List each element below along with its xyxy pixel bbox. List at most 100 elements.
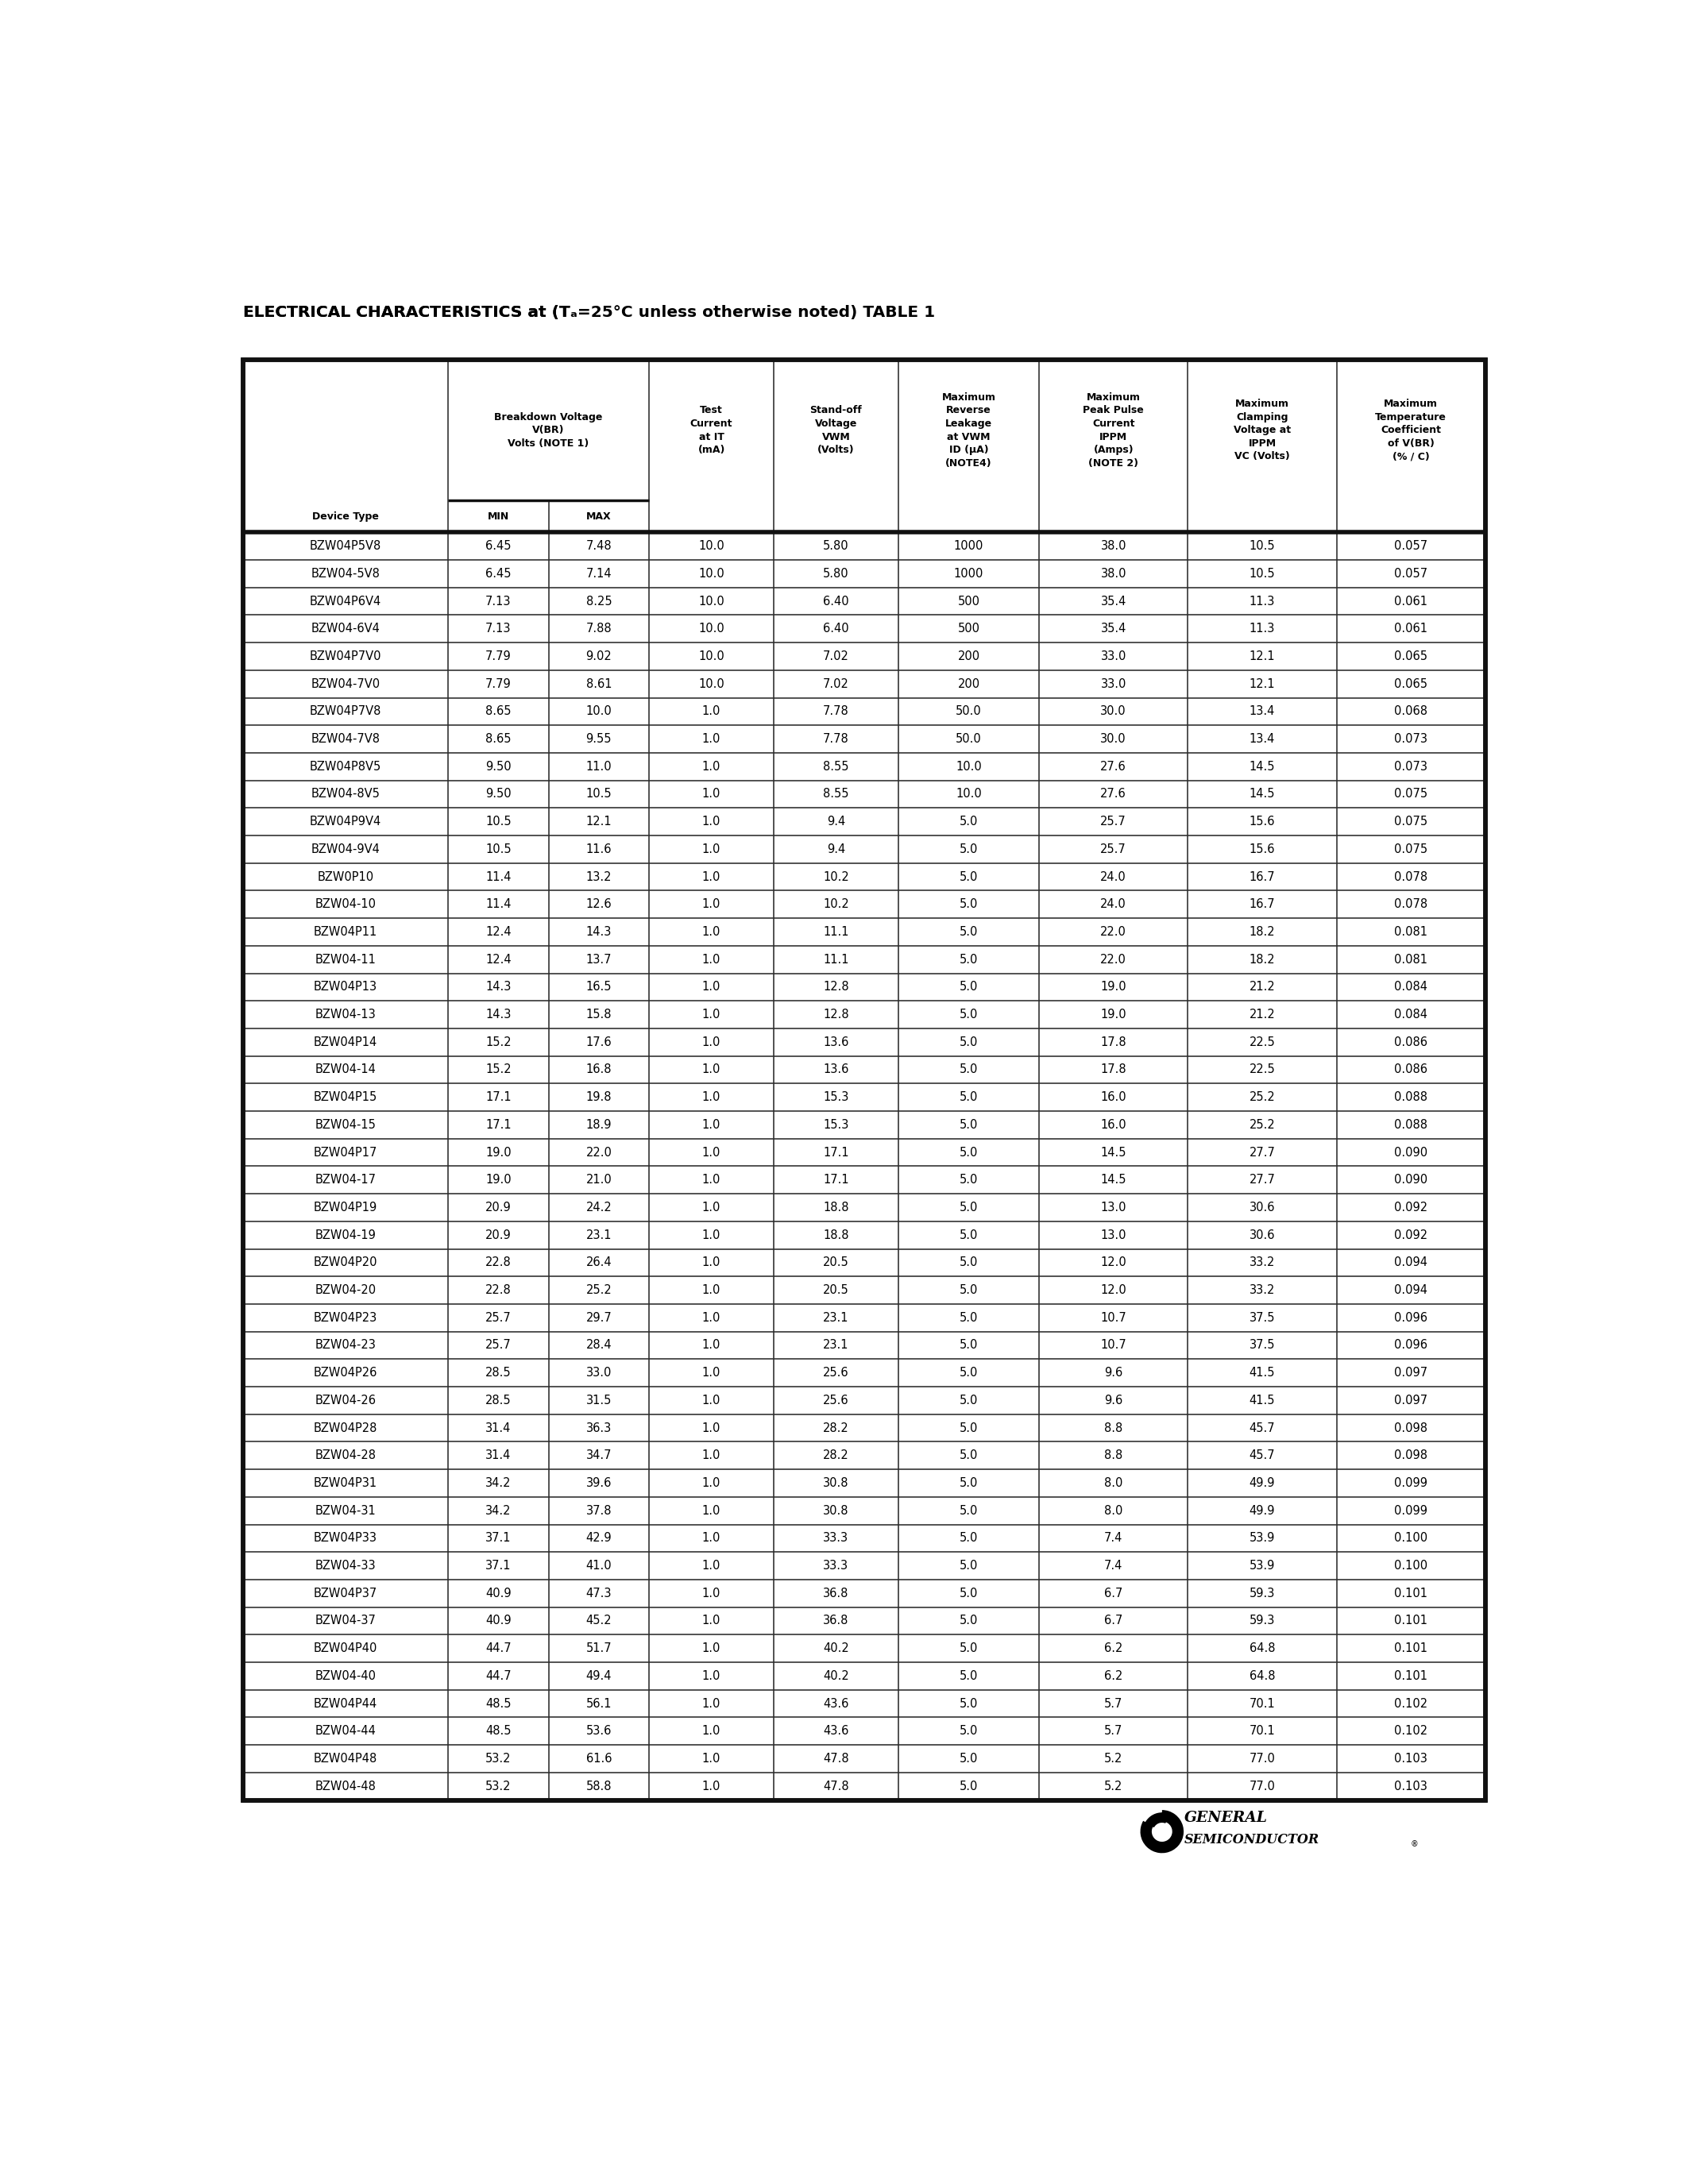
Text: 0.092: 0.092 [1394, 1201, 1428, 1214]
Text: 1.0: 1.0 [702, 926, 721, 937]
Text: 5.0: 5.0 [959, 1614, 977, 1627]
Text: 6.45: 6.45 [486, 539, 511, 553]
Text: 5.0: 5.0 [959, 1118, 977, 1131]
Text: 9.55: 9.55 [586, 734, 611, 745]
Text: 29.7: 29.7 [586, 1313, 611, 1324]
Text: 1.0: 1.0 [702, 1092, 721, 1103]
Text: 5.7: 5.7 [1104, 1697, 1123, 1710]
Text: 1.0: 1.0 [702, 760, 721, 773]
Text: 5.0: 5.0 [959, 1313, 977, 1324]
Text: 6.2: 6.2 [1104, 1642, 1123, 1655]
Text: 7.13: 7.13 [486, 596, 511, 607]
Text: 47.8: 47.8 [824, 1780, 849, 1793]
Text: BZW04-14: BZW04-14 [316, 1064, 376, 1077]
Text: 1.0: 1.0 [702, 788, 721, 799]
Text: 0.061: 0.061 [1394, 596, 1428, 607]
Text: 18.9: 18.9 [586, 1118, 611, 1131]
Bar [243, 587, 1485, 616]
Bar [243, 1000, 1485, 1029]
Text: 40.9: 40.9 [486, 1614, 511, 1627]
Text: 53.2: 53.2 [486, 1780, 511, 1793]
Text: 1.0: 1.0 [702, 1147, 721, 1158]
Text: 5.0: 5.0 [959, 926, 977, 937]
Text: 36.8: 36.8 [824, 1588, 849, 1599]
Text: BZW04-28: BZW04-28 [316, 1450, 376, 1461]
Text: 7.13: 7.13 [486, 622, 511, 636]
Text: 1.0: 1.0 [702, 1476, 721, 1489]
Text: 8.0: 8.0 [1104, 1476, 1123, 1489]
Text: 37.1: 37.1 [486, 1533, 511, 1544]
Text: 36.3: 36.3 [586, 1422, 611, 1435]
Text: 15.2: 15.2 [486, 1035, 511, 1048]
Text: 5.0: 5.0 [959, 1147, 977, 1158]
Text: 1.0: 1.0 [702, 1533, 721, 1544]
Text: 64.8: 64.8 [1249, 1642, 1274, 1655]
Text: 30.6: 30.6 [1249, 1201, 1274, 1214]
Text: 1.0: 1.0 [702, 1396, 721, 1406]
Text: 0.084: 0.084 [1394, 981, 1428, 994]
Text: 5.0: 5.0 [959, 1256, 977, 1269]
Text: 8.61: 8.61 [586, 677, 611, 690]
Bar [243, 360, 1485, 1800]
Text: BZW04P37: BZW04P37 [314, 1588, 378, 1599]
Bar [243, 360, 1485, 1800]
Text: 0.101: 0.101 [1394, 1642, 1428, 1655]
Text: BZW04-6V4: BZW04-6V4 [311, 622, 380, 636]
Text: 36.8: 36.8 [824, 1614, 849, 1627]
Text: 37.5: 37.5 [1249, 1339, 1274, 1352]
Text: 27.6: 27.6 [1101, 788, 1126, 799]
Text: 22.0: 22.0 [1101, 954, 1126, 965]
Bar [243, 1387, 1485, 1415]
Text: 10.0: 10.0 [699, 568, 724, 579]
Text: 28.5: 28.5 [486, 1396, 511, 1406]
Bar [243, 1524, 1485, 1553]
Text: 53.9: 53.9 [1249, 1533, 1274, 1544]
Text: BZW04P6V4: BZW04P6V4 [309, 596, 381, 607]
Text: 0.057: 0.057 [1394, 568, 1428, 579]
Text: 5.0: 5.0 [959, 817, 977, 828]
Text: 9.50: 9.50 [486, 760, 511, 773]
Bar [243, 1358, 1485, 1387]
Text: 28.2: 28.2 [824, 1422, 849, 1435]
Text: 5.0: 5.0 [959, 843, 977, 856]
Text: 1000: 1000 [954, 568, 984, 579]
Text: 1.0: 1.0 [702, 1175, 721, 1186]
Text: ELECTRICAL CHARACTERISTICS at (Tₐ=25°C unless otherwise noted) TABLE 1: ELECTRICAL CHARACTERISTICS at (Tₐ=25°C u… [243, 306, 935, 321]
Text: SEMICONDUCTOR: SEMICONDUCTOR [1183, 1832, 1318, 1848]
Text: 7.88: 7.88 [586, 622, 611, 636]
Text: 15.8: 15.8 [586, 1009, 611, 1020]
Text: 12.4: 12.4 [486, 926, 511, 937]
Text: 43.6: 43.6 [824, 1697, 849, 1710]
Text: 49.9: 49.9 [1249, 1476, 1274, 1489]
Text: 31.4: 31.4 [486, 1422, 511, 1435]
Text: 16.8: 16.8 [586, 1064, 611, 1077]
Text: 15.6: 15.6 [1249, 817, 1274, 828]
Text: 5.0: 5.0 [959, 1035, 977, 1048]
Text: 18.8: 18.8 [824, 1201, 849, 1214]
Text: Maximum
Reverse
Leakage
at VWM
ID (μA)
(NOTE4): Maximum Reverse Leakage at VWM ID (μA) (… [942, 393, 996, 467]
Text: 30.8: 30.8 [824, 1505, 849, 1516]
Text: 31.4: 31.4 [486, 1450, 511, 1461]
Text: 49.4: 49.4 [586, 1671, 611, 1682]
Text: ELECTRICAL CHARACTERISTICS at (T: ELECTRICAL CHARACTERISTICS at (T [243, 306, 571, 321]
Text: 5.0: 5.0 [959, 1780, 977, 1793]
Text: BZW04P33: BZW04P33 [314, 1533, 378, 1544]
Text: 49.9: 49.9 [1249, 1505, 1274, 1516]
Text: 30.8: 30.8 [824, 1476, 849, 1489]
Bar [243, 1745, 1485, 1773]
Text: BZW04-8V5: BZW04-8V5 [311, 788, 380, 799]
Text: 16.0: 16.0 [1101, 1092, 1126, 1103]
Bar [243, 1634, 1485, 1662]
Text: 41.5: 41.5 [1249, 1396, 1274, 1406]
Text: 1.0: 1.0 [702, 1201, 721, 1214]
Text: 38.0: 38.0 [1101, 568, 1126, 579]
Text: 44.7: 44.7 [486, 1642, 511, 1655]
Text: 0.073: 0.073 [1394, 734, 1428, 745]
Text: 18.8: 18.8 [824, 1230, 849, 1241]
Text: 37.1: 37.1 [486, 1559, 511, 1572]
Bar [243, 1662, 1485, 1690]
Bar [243, 697, 1485, 725]
Text: 20.9: 20.9 [486, 1201, 511, 1214]
Text: 25.7: 25.7 [486, 1313, 511, 1324]
Text: 33.3: 33.3 [824, 1533, 849, 1544]
